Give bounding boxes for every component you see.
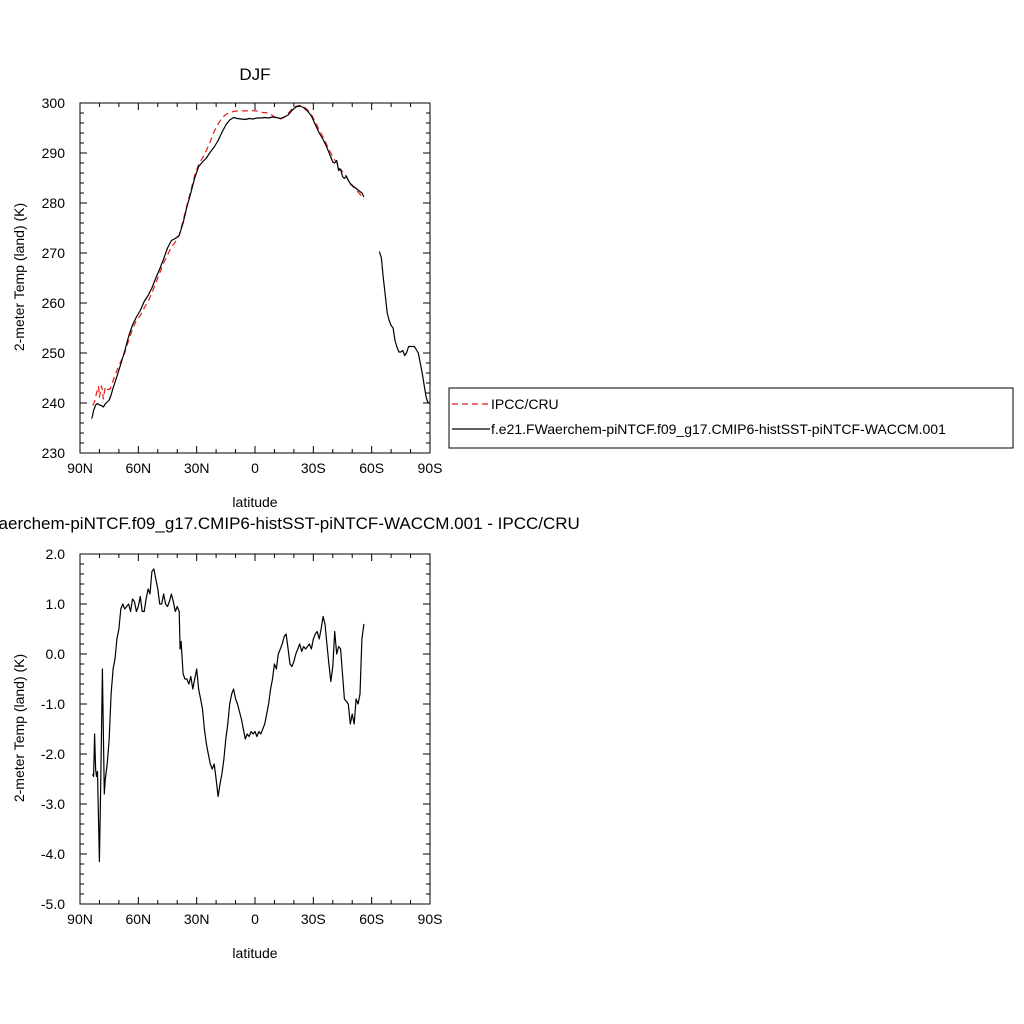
bottom-y-tick-label: -5.0 bbox=[41, 896, 65, 912]
bottom-y-tick-label: -4.0 bbox=[41, 846, 65, 862]
bottom-series-0-line-0 bbox=[92, 568, 365, 863]
bottom-panel-difference: f.e21.FWaerchem-piNTCF.f09_g17.CMIP6-his… bbox=[0, 514, 580, 961]
bottom-x-tick-label: 90N bbox=[67, 911, 93, 927]
top-x-tick-label: 60N bbox=[125, 460, 151, 476]
bottom-y-tick-label: 1.0 bbox=[46, 596, 66, 612]
top-series-1-line-1 bbox=[378, 251, 430, 404]
top-x-axis-title: latitude bbox=[232, 494, 277, 510]
top-ticks: 90N 60N 30N 0 30S 60S 90S 300 290 280 270 260 250 240… bbox=[42, 95, 443, 476]
legend-label-model: f.e21.FWaerchem-piNTCF.f09_g17.CMIP6-his… bbox=[491, 421, 946, 437]
top-x-tick-label: 90S bbox=[418, 460, 443, 476]
legend-label-ipcc-cru: IPCC/CRU bbox=[491, 396, 559, 412]
top-y-tick-label: 300 bbox=[42, 95, 66, 111]
bottom-plot-frame bbox=[79, 553, 431, 905]
bottom-y-axis-title: 2-meter Temp (land) (K) bbox=[11, 654, 27, 802]
top-plot-frame bbox=[79, 102, 431, 454]
top-panel-djf: DJF 2-meter Temp (land) (K) latitude 90N… bbox=[11, 65, 442, 510]
top-plot-title: DJF bbox=[239, 65, 270, 84]
bottom-x-tick-label: 60S bbox=[359, 911, 384, 927]
top-x-tick-label: 0 bbox=[251, 460, 259, 476]
bottom-y-tick-label: 0.0 bbox=[46, 646, 66, 662]
legend-box bbox=[448, 387, 1014, 449]
bottom-plot-title: f.e21.FWaerchem-piNTCF.f09_g17.CMIP6-his… bbox=[0, 514, 580, 533]
bottom-y-tick-label: -1.0 bbox=[41, 696, 65, 712]
legend: IPCC/CRU f.e21.FWaerchem-piNTCF.f09_g17.… bbox=[448, 387, 1014, 449]
bottom-x-tick-label: 30N bbox=[184, 911, 210, 927]
top-x-tick-label: 30N bbox=[184, 460, 210, 476]
top-y-tick-label: 290 bbox=[42, 145, 66, 161]
top-y-tick-label: 230 bbox=[42, 445, 66, 461]
top-series-1-line-0 bbox=[91, 105, 365, 419]
top-series-0-line-0 bbox=[92, 104, 365, 406]
bottom-x-tick-label: 30S bbox=[301, 911, 326, 927]
top-y-tick-label: 270 bbox=[42, 245, 66, 261]
top-x-tick-label: 60S bbox=[359, 460, 384, 476]
top-x-tick-label: 30S bbox=[301, 460, 326, 476]
top-y-tick-label: 280 bbox=[42, 195, 66, 211]
bottom-y-tick-label: 2.0 bbox=[46, 546, 66, 562]
bottom-y-tick-label: -3.0 bbox=[41, 796, 65, 812]
top-y-tick-label: 240 bbox=[42, 395, 66, 411]
bottom-y-tick-label: -2.0 bbox=[41, 746, 65, 762]
bottom-x-tick-label: 60N bbox=[125, 911, 151, 927]
bottom-x-tick-label: 90S bbox=[418, 911, 443, 927]
bottom-series-group bbox=[92, 568, 365, 863]
top-y-tick-label: 260 bbox=[42, 295, 66, 311]
top-y-tick-label: 250 bbox=[42, 345, 66, 361]
bottom-x-tick-label: 0 bbox=[251, 911, 259, 927]
top-series-group bbox=[91, 104, 430, 419]
top-x-tick-label: 90N bbox=[67, 460, 93, 476]
bottom-x-axis-title: latitude bbox=[232, 945, 277, 961]
top-y-axis-title: 2-meter Temp (land) (K) bbox=[11, 203, 27, 351]
